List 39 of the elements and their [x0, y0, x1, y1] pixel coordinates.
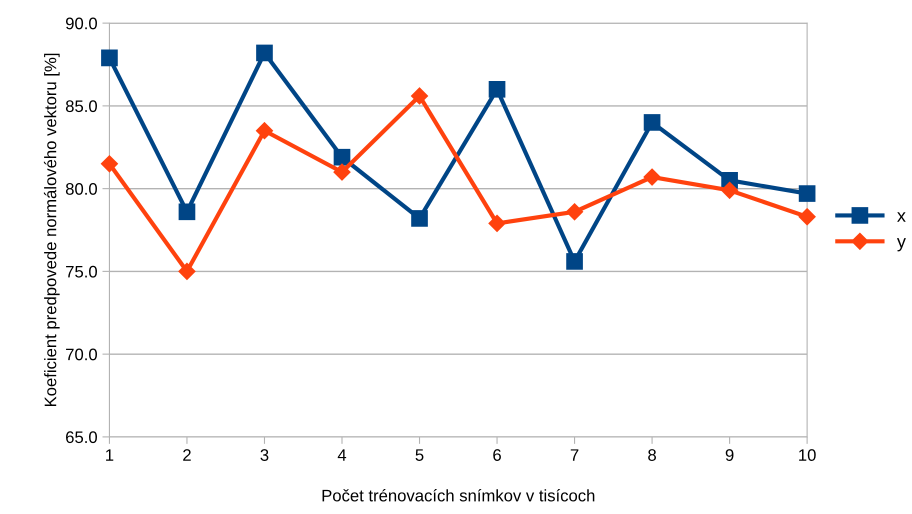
y-axis-title: Koeficient predpovede normálového vektoru [%]: [44, 54, 60, 406]
point: [798, 208, 816, 226]
point: [256, 122, 274, 140]
point: [566, 253, 583, 270]
point: [178, 262, 196, 280]
x-tick-label: 2: [183, 449, 191, 461]
point: [333, 164, 351, 181]
x-tick-label: 10: [799, 449, 816, 461]
x-tick-label: 6: [493, 449, 501, 461]
point: [644, 168, 661, 186]
point: [411, 210, 428, 227]
x-tick-label: 5: [416, 449, 424, 461]
x-tick-label: 8: [648, 449, 656, 461]
point: [256, 44, 273, 62]
y-tick-label: 65.0: [66, 431, 97, 444]
x-tick-label: 7: [570, 449, 578, 461]
y-tick-label: 90.0: [66, 18, 97, 30]
point: [178, 203, 196, 220]
y-tick-label: 70.0: [66, 348, 97, 360]
point: [334, 148, 350, 166]
x-tick-label: 9: [726, 449, 734, 461]
y-tick-label: 75.0: [66, 266, 97, 278]
y-tick-label: 85.0: [66, 100, 97, 112]
point: [721, 182, 738, 199]
x-tick-label: 1: [106, 449, 114, 461]
point: [410, 87, 428, 105]
point: [101, 50, 118, 66]
x-tick-label: 4: [338, 449, 346, 461]
point: [644, 114, 660, 131]
point: [488, 81, 506, 98]
legend-label: x: [897, 212, 906, 222]
legend-label: y: [896, 238, 906, 252]
x-axis-title: Počet trénovacích snímkov v tisícoch: [322, 489, 594, 502]
y-tick-label: 80.0: [66, 183, 97, 195]
point: [566, 203, 584, 220]
point: [798, 185, 816, 202]
point: [488, 214, 506, 232]
x-tick-label: 3: [260, 449, 268, 461]
point: [100, 155, 118, 172]
